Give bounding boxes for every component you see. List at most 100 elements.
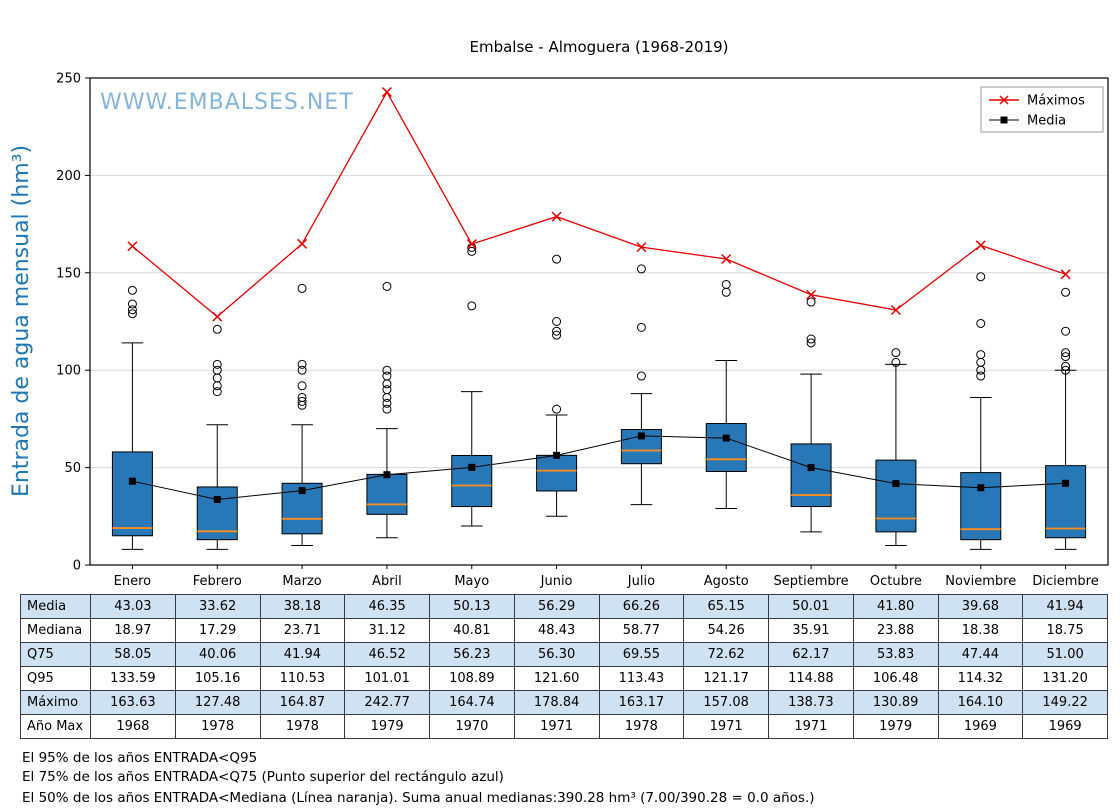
row-label: Mediana [20, 618, 91, 643]
mean-marker [298, 487, 306, 495]
outlier-point [976, 350, 986, 360]
iqr-box [705, 423, 747, 472]
outlier-point [1061, 287, 1071, 297]
table-cell: 127.48 [174, 690, 261, 715]
legend-label-maximos: Máximos [1027, 94, 1085, 109]
boxplot-chart: Embalse - Almoguera (1968-2019) WWW.EMBA… [9, 38, 1109, 589]
row-label: Media [20, 594, 91, 619]
x-tick-label: Marzo [282, 574, 321, 589]
table-cell: 178.84 [513, 690, 600, 715]
max-x-marker [466, 239, 477, 250]
table-cell: 41.80 [852, 594, 939, 619]
outlier-point [212, 359, 222, 369]
table-cell: 1971 [513, 714, 600, 739]
table-cell: 35.91 [768, 618, 854, 643]
outlier-point [636, 264, 646, 274]
x-tick-label: Agosto [704, 574, 749, 589]
outlier-point [1061, 352, 1071, 362]
table-cell: 121.17 [683, 666, 769, 691]
maximos-series [127, 87, 1071, 322]
chart-title: Embalse - Almoguera (1968-2019) [469, 38, 728, 56]
outlier-point [382, 365, 392, 375]
table-cell: 1979 [852, 714, 939, 739]
table-cell: 46.35 [344, 594, 430, 619]
table-cell: 101.01 [344, 666, 430, 691]
outlier-point [721, 287, 731, 297]
max-x-marker [890, 304, 901, 316]
x-tick-label: Abril [372, 574, 402, 589]
table-cell: 130.89 [852, 690, 939, 715]
table-cell: 23.71 [259, 618, 346, 643]
outlier-point [467, 301, 477, 311]
mean-marker [1062, 479, 1070, 487]
outlier-point [127, 309, 137, 319]
table-cell: 108.89 [429, 666, 515, 691]
table-cell: 1979 [344, 714, 430, 739]
outlier-point [127, 299, 137, 309]
table-cell: 66.26 [598, 594, 685, 619]
table-cell: 50.13 [429, 594, 515, 619]
table-cell: 157.08 [683, 690, 769, 715]
legend-square-marker [1000, 116, 1008, 124]
y-tick-label: 150 [56, 266, 81, 281]
table-cell: 113.43 [598, 666, 685, 691]
max-x-marker [381, 87, 392, 98]
outlier-point [297, 365, 307, 375]
iqr-box [451, 454, 493, 508]
mean-marker [553, 451, 561, 459]
outlier-point [212, 373, 222, 383]
x-tick-label: Julio [627, 574, 655, 589]
table-cell: 110.53 [259, 666, 346, 691]
footnote-q75: El 75% de los años ENTRADA<Q75 (Punto su… [22, 769, 504, 785]
mean-marker [892, 480, 900, 488]
table-cell: 1978 [259, 714, 346, 739]
mean-marker [722, 434, 730, 442]
iqr-box [366, 473, 408, 515]
table-cell: 149.22 [1022, 690, 1108, 715]
table-cell: 1978 [174, 714, 261, 739]
table-cell: 41.94 [259, 642, 346, 667]
table-cell: 53.83 [852, 642, 939, 667]
table-cell: 46.52 [344, 642, 430, 667]
stats-table: Media 43.03 33.62 38.18 46.35 50.13 56.29 66.26… [20, 594, 1108, 739]
outlier-point [382, 281, 392, 291]
table-cell: 1968 [90, 714, 176, 739]
table-cell: 106.48 [852, 666, 939, 691]
table-cell: 51.00 [1022, 642, 1108, 667]
table-cell: 33.62 [174, 594, 261, 619]
x-tick-label: Febrero [193, 574, 242, 589]
x-tick-label: Noviembre [945, 574, 1016, 589]
boxplot-month-6 [536, 254, 578, 517]
table-cell: 114.88 [768, 666, 854, 691]
boxplot-month-8 [705, 279, 747, 510]
table-cell: 56.29 [513, 594, 600, 619]
y-tick-label: 250 [56, 72, 81, 87]
outlier-point [127, 305, 137, 315]
outlier-point [1061, 361, 1071, 371]
table-cell: 105.16 [174, 666, 261, 691]
table-cell: 1970 [429, 714, 515, 739]
table-cell: 40.81 [429, 618, 515, 643]
table-cell: 1969 [937, 714, 1024, 739]
table-cell: 242.77 [344, 690, 430, 715]
watermark: WWW.EMBALSES.NET [100, 90, 354, 115]
legend-box [980, 86, 1104, 133]
y-tick-label: 200 [56, 169, 81, 184]
table-row-2: Q75 58.05 40.06 41.94 46.52 56.23 56.30 69.55 72… [20, 642, 1108, 667]
mean-marker [807, 464, 815, 472]
table-cell: 18.38 [937, 618, 1024, 643]
table-cell: 17.29 [174, 618, 261, 643]
iqr-box [536, 454, 578, 492]
table-cell: 18.97 [90, 618, 176, 643]
outlier-point [212, 365, 222, 375]
media-series [128, 432, 1070, 504]
table-cell: 1978 [598, 714, 685, 739]
outlier-point [212, 381, 222, 391]
max-x-marker [636, 242, 647, 253]
x-tick-label: Diciembre [1032, 574, 1098, 589]
boxplot-month-10 [875, 348, 917, 547]
iqr-box [1045, 465, 1087, 539]
row-label: Máximo [20, 690, 91, 715]
outlier-point [806, 338, 816, 348]
outlier-point [382, 404, 392, 414]
